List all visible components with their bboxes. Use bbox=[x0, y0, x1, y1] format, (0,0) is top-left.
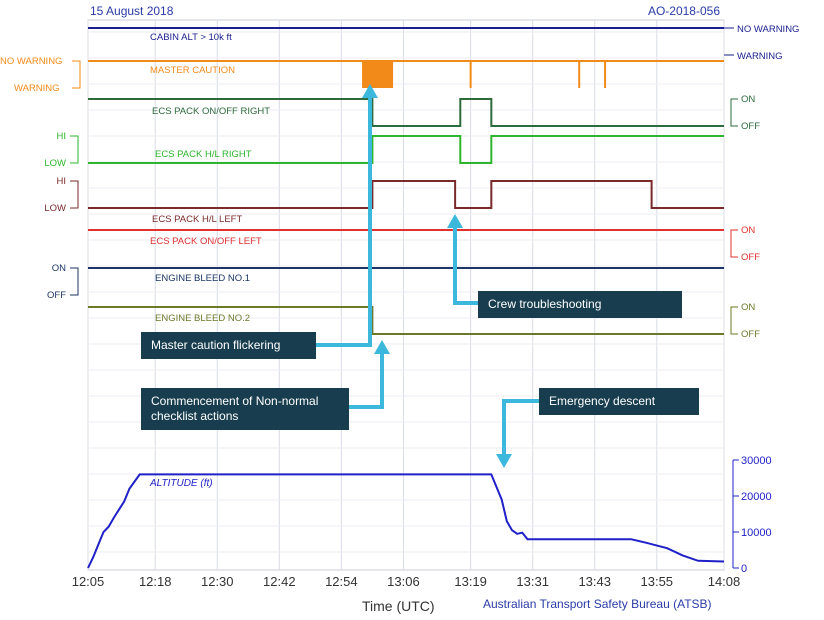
series-line bbox=[88, 98, 724, 127]
series-name-label: ECS PACK H/L LEFT bbox=[152, 214, 242, 225]
report-id: AO-2018-056 bbox=[647, 4, 720, 18]
x-axis-tick-labels: 12:05 12:18 12:30 12:42 12:54 13:06 13:19 13:31… bbox=[72, 574, 741, 589]
series-line bbox=[88, 306, 724, 335]
state-bracket bbox=[70, 267, 79, 296]
x-tick-label: 14:08 bbox=[708, 574, 741, 589]
arrow-master-caution-head bbox=[362, 84, 378, 98]
arrow-emergency-descent bbox=[502, 399, 539, 456]
right-state-label: OFF bbox=[741, 329, 760, 340]
state-bracket bbox=[72, 60, 81, 89]
altitude-series-group: ALTITUDE (ft) 0 10000 20000 30000 bbox=[87, 455, 772, 575]
callout-checklist-actions: Commencement of Non-normal checklist act… bbox=[141, 388, 349, 430]
arrow-troubleshooting-head bbox=[447, 214, 463, 228]
x-tick-label: 13:06 bbox=[387, 574, 420, 589]
right-state-label: OFF bbox=[741, 252, 760, 263]
callout-master-caution-flicker: Master caution flickering bbox=[141, 332, 316, 359]
arrow-checklist bbox=[349, 352, 384, 409]
left-state-label: OFF bbox=[47, 290, 66, 301]
arrow-master-caution bbox=[316, 96, 372, 347]
left-state-label: HI bbox=[57, 176, 67, 187]
x-tick-label: 13:43 bbox=[578, 574, 611, 589]
x-tick-label: 12:42 bbox=[263, 574, 296, 589]
x-tick-label: 13:19 bbox=[454, 574, 487, 589]
right-state-label: ON bbox=[741, 94, 755, 105]
discrete-series-group: CABIN ALT > 10k ft NO WARNING WARNING MASTE… bbox=[0, 24, 799, 340]
right-state-label: ON bbox=[741, 225, 755, 236]
right-state-label: WARNING bbox=[737, 51, 783, 62]
left-state-label: HI bbox=[57, 131, 67, 142]
series-name-label: ECS PACK H/L RIGHT bbox=[155, 149, 252, 160]
x-tick-label: 13:55 bbox=[641, 574, 674, 589]
altitude-tick-label: 10000 bbox=[741, 527, 772, 539]
state-bracket bbox=[70, 135, 79, 164]
x-tick-label: 12:54 bbox=[325, 574, 358, 589]
altitude-tick-label: 30000 bbox=[741, 455, 772, 467]
left-state-label: WARNING bbox=[14, 83, 60, 94]
report-date: 15 August 2018 bbox=[90, 4, 174, 18]
right-state-label: NO WARNING bbox=[737, 24, 799, 35]
series-name-label: ECS PACK ON/OFF LEFT bbox=[150, 236, 262, 247]
state-bracket bbox=[730, 229, 738, 258]
callout-crew-troubleshooting: Crew troubleshooting bbox=[478, 291, 682, 318]
x-tick-label: 12:30 bbox=[201, 574, 234, 589]
x-axis-title: Time (UTC) bbox=[362, 598, 435, 614]
series-name-label: ECS PACK ON/OFF RIGHT bbox=[152, 106, 270, 117]
left-state-label: LOW bbox=[44, 203, 66, 214]
state-bracket bbox=[730, 98, 738, 127]
series-name-label: CABIN ALT > 10k ft bbox=[150, 32, 232, 43]
right-state-label: OFF bbox=[741, 121, 760, 132]
arrow-emergency-descent-head bbox=[496, 454, 512, 468]
altitude-series-label: ALTITUDE (ft) bbox=[149, 478, 213, 489]
left-state-label: ON bbox=[52, 263, 66, 274]
series-line bbox=[88, 180, 724, 209]
left-state-label: NO WARNING bbox=[0, 56, 62, 67]
series-name-label: ENGINE BLEED NO.1 bbox=[155, 273, 250, 284]
arrow-troubleshooting bbox=[453, 226, 478, 305]
callout-arrows bbox=[316, 84, 539, 468]
left-state-label: LOW bbox=[44, 158, 66, 169]
altitude-tick-label: 0 bbox=[741, 563, 747, 575]
source-credit: Australian Transport Safety Bureau (ATSB… bbox=[483, 597, 712, 611]
state-bracket bbox=[70, 180, 79, 209]
x-tick-label: 12:18 bbox=[139, 574, 172, 589]
series-line bbox=[88, 135, 724, 164]
x-tick-label: 13:31 bbox=[516, 574, 549, 589]
series-name-label: ENGINE BLEED NO.2 bbox=[155, 313, 250, 324]
state-bracket bbox=[730, 306, 738, 335]
x-tick-label: 12:05 bbox=[72, 574, 105, 589]
altitude-tick-label: 20000 bbox=[741, 491, 772, 503]
right-state-label: ON bbox=[741, 302, 755, 313]
callout-emergency-descent: Emergency descent bbox=[539, 388, 699, 415]
master-caution-flicker-block bbox=[362, 61, 394, 88]
series-name-label: MASTER CAUTION bbox=[150, 65, 235, 76]
arrow-checklist-head bbox=[374, 340, 390, 354]
altitude-line bbox=[87, 473, 725, 569]
